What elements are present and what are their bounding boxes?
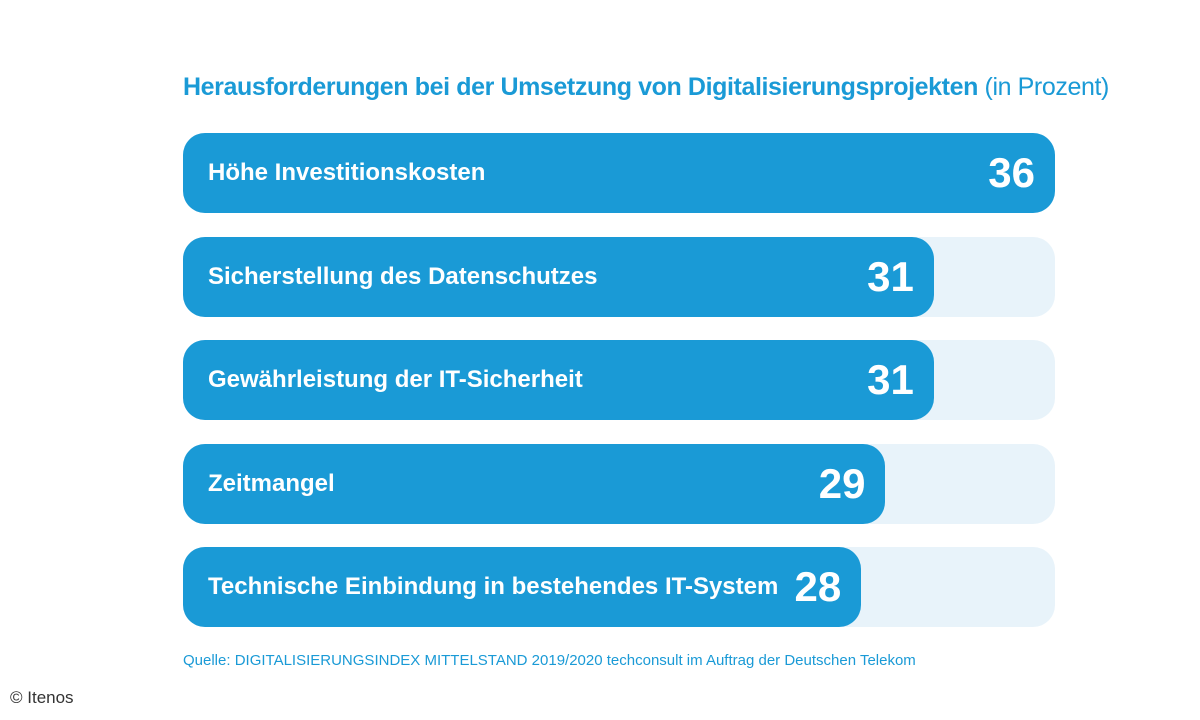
bar-value-label: 36	[988, 149, 1035, 196]
chart-title-main: Herausforderungen bei der Umsetzung von …	[183, 73, 978, 101]
bar-track: Höhe Investitionskosten 36	[183, 133, 1055, 213]
bar: Sicherstellung des Datenschutzes 31	[183, 236, 934, 317]
bar-label: Gewährleistung der IT-Sicherheit	[208, 366, 583, 393]
chart-title-unit: (in Prozent)	[984, 73, 1110, 101]
bar-track: Sicherstellung des Datenschutzes 31	[183, 236, 1055, 317]
bar-label: Sicherstellung des Datenschutzes	[208, 262, 598, 290]
bar-value-label: 31	[867, 356, 914, 403]
bar-label: Technische Einbindung in bestehendes IT-…	[208, 573, 779, 600]
bar: Zeitmangel 29	[183, 443, 886, 524]
source-note: Quelle: DIGITALISIERUNGSINDEX MITTELSTAN…	[183, 652, 916, 669]
bar: Gewährleistung der IT-Sicherheit 31	[183, 340, 934, 420]
bar-value-label: 28	[794, 563, 842, 610]
copyright-note: © Itenos	[10, 688, 74, 707]
bar-track: Zeitmangel 29	[183, 443, 1055, 524]
bar-label: Höhe Investitionskosten	[208, 159, 486, 186]
bar: Höhe Investitionskosten 36	[183, 133, 1055, 213]
bar-track: Technische Einbindung in bestehendes IT-…	[183, 547, 1055, 627]
bar-track: Gewährleistung der IT-Sicherheit 31	[183, 340, 1055, 420]
bar-value-label: 31	[867, 252, 914, 300]
bar-chart: Höhe Investitionskosten 36 Sicherstellung …	[183, 133, 1055, 627]
bar: Technische Einbindung in bestehendes IT-…	[183, 547, 862, 627]
chart-title: Herausforderungen bei der Umsetzung von …	[183, 70, 1109, 104]
bar-value-label: 29	[818, 459, 866, 507]
bar-label: Zeitmangel	[208, 469, 335, 497]
